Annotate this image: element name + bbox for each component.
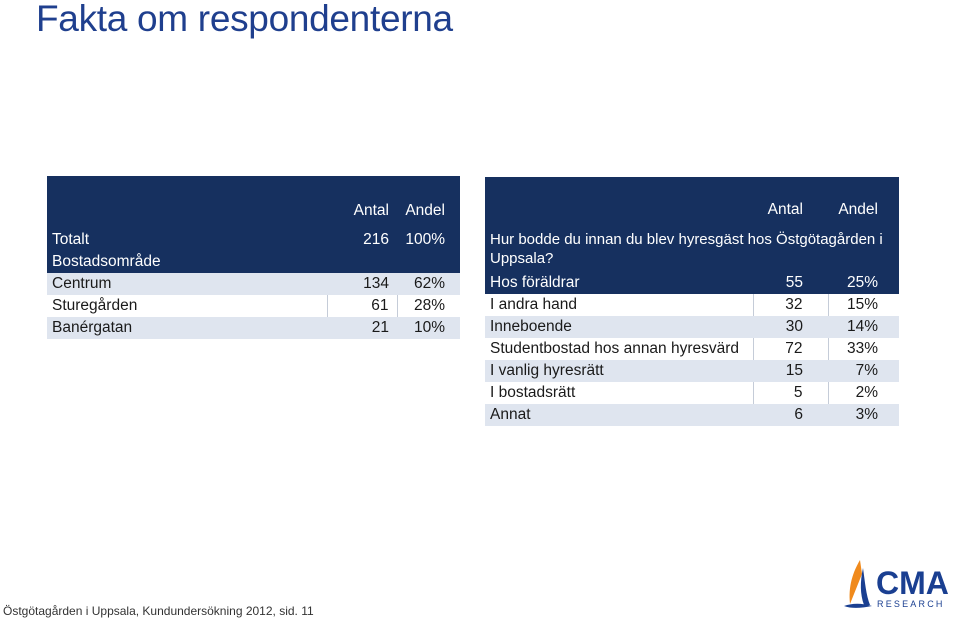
row-label: I andra hand bbox=[490, 296, 578, 313]
row-andel: 2% bbox=[827, 382, 899, 404]
row-label: Hos föräldrar bbox=[490, 274, 580, 291]
table-row: Annat 6 3% bbox=[485, 404, 899, 426]
row-label: Annat bbox=[490, 406, 531, 423]
row-andel: 62% bbox=[413, 275, 445, 292]
cma-research-logo: CMA RESEARCH bbox=[844, 560, 949, 609]
table-row: I bostadsrätt 5 2% bbox=[485, 382, 899, 404]
header-empty bbox=[47, 176, 327, 229]
page-title: Fakta om respondenterna bbox=[36, 0, 453, 39]
table-row: I vanlig hyresrätt 15 7% bbox=[485, 360, 899, 382]
row-label: Sturegården bbox=[52, 297, 138, 314]
row-andel bbox=[397, 251, 460, 273]
row-label: Centrum bbox=[52, 275, 112, 292]
row-label: I vanlig hyresrätt bbox=[490, 362, 604, 379]
table-row: Totalt 216 100% bbox=[47, 229, 460, 251]
header-empty bbox=[485, 177, 753, 227]
row-andel: 33% bbox=[827, 338, 899, 360]
logo-sub: RESEARCH bbox=[877, 599, 945, 609]
respondent-area-table: Antal Andel Totalt 216 100% Bostadsområd… bbox=[47, 176, 460, 339]
row-antal: 55 bbox=[785, 274, 803, 291]
header-andel: Andel bbox=[828, 177, 899, 227]
header-antal: Antal bbox=[753, 177, 828, 227]
row-antal: 5 bbox=[752, 382, 828, 404]
row-antal: 61 bbox=[326, 295, 397, 317]
table-row: Inneboende 30 14% bbox=[485, 316, 899, 338]
row-antal: 21 bbox=[371, 319, 389, 336]
footer-text: Östgötagården i Uppsala, Kundundersöknin… bbox=[3, 604, 314, 618]
row-label: Studentbostad hos annan hyresvärd bbox=[490, 340, 740, 357]
header-antal: Antal bbox=[327, 176, 397, 229]
row-antal: 32 bbox=[752, 294, 828, 316]
logo-sail-orange bbox=[849, 560, 862, 604]
table-row: Hos föräldrar 55 25% bbox=[485, 272, 899, 294]
row-andel: 25% bbox=[846, 274, 878, 291]
row-antal: 15 bbox=[785, 362, 803, 379]
table-row: Banérgatan 21 10% bbox=[47, 317, 460, 339]
logo-sail-blue bbox=[860, 568, 870, 605]
row-andel: 28% bbox=[396, 295, 460, 317]
row-label: Bostadsområde bbox=[52, 253, 161, 270]
row-label: Banérgatan bbox=[52, 319, 133, 336]
header-andel: Andel bbox=[397, 176, 460, 229]
logo-wave bbox=[844, 603, 872, 608]
row-andel: 10% bbox=[413, 319, 445, 336]
row-antal bbox=[327, 251, 397, 273]
row-label: Totalt bbox=[52, 231, 90, 248]
table-row: Bostadsområde bbox=[47, 251, 460, 273]
table-header: Antal Andel bbox=[47, 176, 460, 229]
row-antal: 134 bbox=[363, 275, 389, 292]
previous-housing-table: Antal Andel Hur bodde du innan du blev h… bbox=[485, 177, 899, 426]
row-andel: 14% bbox=[846, 318, 878, 335]
row-label: I bostadsrätt bbox=[490, 384, 576, 401]
row-antal: 216 bbox=[363, 231, 389, 248]
table-row: Centrum 134 62% bbox=[47, 273, 460, 295]
row-andel: 7% bbox=[855, 362, 878, 379]
table-row: Studentbostad hos annan hyresvärd 72 33% bbox=[485, 338, 899, 360]
row-antal: 30 bbox=[785, 318, 803, 335]
row-label: Inneboende bbox=[490, 318, 572, 335]
row-andel: 100% bbox=[405, 231, 445, 248]
row-antal: 6 bbox=[794, 406, 803, 423]
row-andel: 15% bbox=[827, 294, 899, 316]
question-row: Hur bodde du innan du blev hyresgäst hos… bbox=[485, 227, 899, 272]
table-header: Antal Andel bbox=[485, 177, 899, 227]
row-antal: 72 bbox=[752, 338, 828, 360]
logo-name: CMA bbox=[876, 565, 949, 601]
table-row: I andra hand 32 15% bbox=[485, 294, 899, 316]
question-text: Hur bodde du innan du blev hyresgäst hos… bbox=[490, 231, 883, 267]
row-andel: 3% bbox=[855, 406, 878, 423]
table-row: Sturegården 61 28% bbox=[47, 295, 460, 317]
